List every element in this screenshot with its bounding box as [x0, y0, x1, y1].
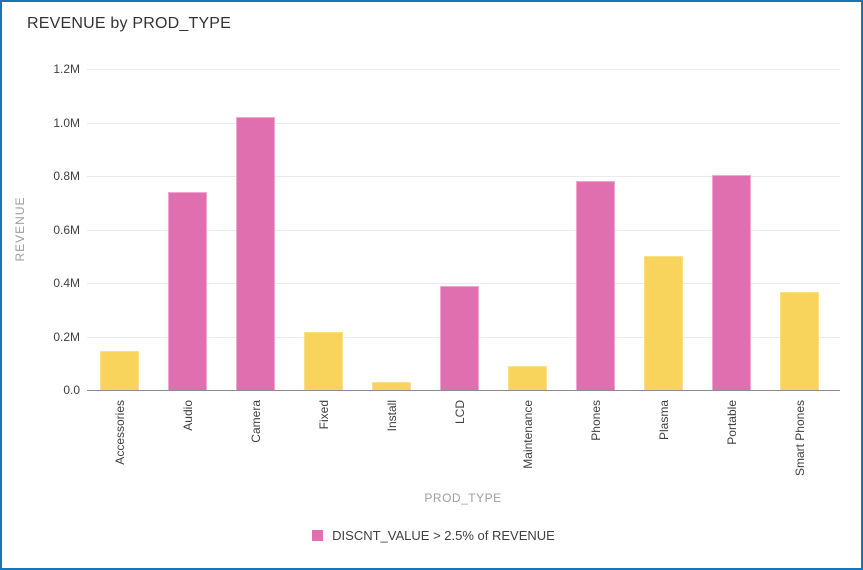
x-axis-tick-label: Phones [588, 400, 603, 441]
bar-install[interactable] [372, 381, 411, 390]
legend-label: DISCNT_VALUE > 2.5% of REVENUE [332, 528, 555, 543]
y-axis-tick-label: 0.6M [53, 223, 80, 237]
bar-smart-phones[interactable] [780, 292, 819, 390]
y-axis-tick-label: 1.0M [53, 116, 80, 130]
legend[interactable]: DISCNT_VALUE > 2.5% of REVENUE [2, 528, 861, 543]
x-axis-tick-label: Smart Phones [792, 400, 807, 477]
x-axis-tick-label: Audio [180, 400, 195, 431]
x-axis-tick-label: Maintenance [520, 400, 535, 469]
y-axis-tick-label: 0.2M [53, 330, 80, 344]
y-axis-tick-label: 0.8M [53, 169, 80, 183]
gridline-y [87, 69, 840, 70]
bar-fixed[interactable] [304, 332, 343, 390]
bar-portable[interactable] [712, 174, 751, 390]
legend-swatch-icon [312, 530, 324, 541]
y-axis-tick-label: 1.2M [53, 62, 80, 76]
bar-lcd[interactable] [440, 285, 479, 390]
y-axis-tick-label: 0.4M [53, 276, 80, 290]
x-axis-tick-label: Fixed [316, 400, 331, 430]
x-axis-tick-label: Accessories [112, 400, 127, 465]
gridline-y [87, 176, 840, 177]
bar-plasma[interactable] [644, 256, 683, 390]
bar-phones[interactable] [576, 181, 615, 390]
bar-accessories[interactable] [100, 351, 139, 390]
y-axis-tick-label: 0.0 [63, 383, 80, 397]
gridline-y [87, 283, 840, 284]
gridline-y [87, 123, 840, 124]
x-axis-title: PROD_TYPE [424, 491, 502, 505]
chart-title: REVENUE by PROD_TYPE [27, 15, 232, 32]
gridline-y [87, 230, 840, 231]
x-axis-line [87, 390, 840, 391]
x-axis-tick-label: Camera [248, 400, 263, 443]
bar-audio[interactable] [168, 192, 207, 390]
bar-camera[interactable] [236, 117, 275, 390]
x-axis-tick-label: Portable [724, 400, 739, 445]
bar-maintenance[interactable] [508, 365, 547, 390]
x-axis-tick-label: Install [384, 400, 399, 432]
x-axis-tick-label: LCD [452, 400, 467, 425]
x-axis-tick-label: Plasma [656, 400, 671, 441]
